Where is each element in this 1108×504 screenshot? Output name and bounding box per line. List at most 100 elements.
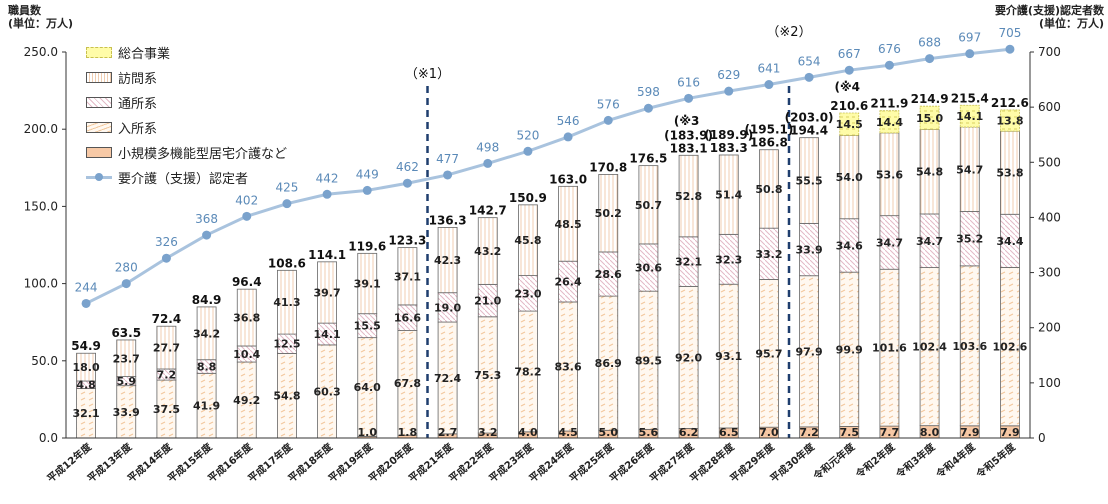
x-tick-label: 令和元年度 bbox=[810, 440, 858, 483]
segment-label-homon: 55.5 bbox=[796, 175, 823, 188]
bar-segment-homon bbox=[317, 261, 337, 324]
left-tick-label: 100.0 bbox=[24, 277, 58, 291]
right-axis-title: 要介護(支援)認定者数 bbox=[994, 4, 1104, 17]
x-tick-label: 平成30年度 bbox=[767, 440, 817, 485]
segment-label-homon: 23.7 bbox=[113, 352, 140, 365]
legend-item-tsusho: 通所系 bbox=[86, 90, 287, 115]
bar-segment-sogo bbox=[959, 104, 980, 128]
total-label: 114.1 bbox=[308, 248, 346, 262]
right-tick-label: 200 bbox=[1038, 321, 1061, 335]
segment-label-homon: 50.8 bbox=[755, 183, 782, 196]
segment-label-nyusho: 37.5 bbox=[153, 403, 180, 416]
line-value-label: 442 bbox=[316, 171, 339, 185]
bar-segment-homon bbox=[236, 288, 257, 347]
segment-label-homon: 45.8 bbox=[514, 234, 541, 247]
line-marker bbox=[322, 189, 332, 199]
segment-label-tsusho: 21.0 bbox=[474, 295, 501, 308]
annotation-label: (※4 bbox=[835, 80, 861, 94]
line-value-label: 598 bbox=[637, 85, 660, 99]
line-marker bbox=[884, 60, 894, 70]
segment-label-shokibo: 4.5 bbox=[558, 426, 578, 439]
line-marker bbox=[362, 185, 372, 195]
segment-label-homon: 34.2 bbox=[193, 327, 220, 340]
line-value-label: 520 bbox=[516, 128, 539, 142]
line-value-label: 629 bbox=[717, 68, 740, 82]
line-marker bbox=[483, 158, 493, 168]
annotation-label: （※1） bbox=[405, 67, 450, 82]
total-label: 119.6 bbox=[348, 239, 386, 253]
bar-segment-sogo bbox=[879, 110, 900, 134]
segment-label-shokibo: 7.9 bbox=[1000, 426, 1020, 439]
segment-label-tsusho: 35.2 bbox=[956, 233, 983, 246]
legend-label-line: 要介護（支援）認定者 bbox=[118, 172, 249, 187]
legend-label-shokibo: 小規模多機能型居宅介護など bbox=[118, 147, 288, 162]
bar-segment-homon bbox=[116, 339, 137, 377]
segment-label-sogo: 14.5 bbox=[836, 118, 863, 131]
left-axis-title: 職員数 bbox=[8, 4, 41, 17]
segment-label-tsusho: 32.1 bbox=[675, 256, 702, 269]
segment-label-tsusho: 8.8 bbox=[197, 361, 217, 374]
segment-label-shokibo: 5.0 bbox=[599, 426, 619, 439]
segment-label-tsusho: 34.7 bbox=[876, 236, 903, 249]
line-value-label: 326 bbox=[155, 235, 178, 249]
total-label: 84.9 bbox=[192, 293, 222, 307]
line-value-label: 676 bbox=[878, 42, 901, 56]
right-tick-label: 700 bbox=[1038, 45, 1061, 59]
right-tick-label: 400 bbox=[1038, 210, 1061, 224]
total-label: 63.5 bbox=[111, 326, 141, 340]
line-marker bbox=[121, 279, 131, 289]
segment-label-homon: 52.8 bbox=[675, 190, 702, 203]
segment-label-homon: 39.7 bbox=[314, 286, 341, 299]
segment-label-homon: 54.7 bbox=[956, 163, 983, 176]
right-tick-label: 100 bbox=[1038, 376, 1061, 390]
segment-label-nyusho: 67.8 bbox=[394, 377, 421, 390]
legend-swatch-sogo bbox=[86, 47, 112, 58]
line-value-label: 616 bbox=[677, 75, 700, 89]
line-value-label: 654 bbox=[798, 54, 821, 68]
line-value-label: 425 bbox=[275, 181, 298, 195]
annotation-label: （※2） bbox=[766, 25, 811, 40]
segment-label-sogo: 14.4 bbox=[876, 116, 903, 129]
segment-label-shokibo: 7.9 bbox=[960, 426, 980, 439]
total-label: 183.3 bbox=[710, 141, 748, 155]
left-tick-label: 200.0 bbox=[24, 122, 58, 136]
line-value-label: 688 bbox=[918, 36, 941, 50]
segment-label-homon: 36.8 bbox=[233, 312, 260, 325]
line-marker bbox=[965, 49, 975, 59]
segment-label-sogo: 13.8 bbox=[996, 115, 1023, 128]
total-label: 170.8 bbox=[589, 160, 627, 174]
segment-label-homon: 43.2 bbox=[474, 245, 501, 258]
line-value-label: 546 bbox=[557, 114, 580, 128]
x-tick-label: 令和2年度 bbox=[852, 440, 898, 481]
legend-label-homon: 訪問系 bbox=[118, 72, 158, 87]
segment-label-homon: 37.1 bbox=[394, 270, 421, 283]
legend-item-shokibo: 小規模多機能型居宅介護など bbox=[86, 140, 287, 165]
segment-label-nyusho: 41.9 bbox=[193, 400, 220, 413]
total-label: 215.4 bbox=[951, 91, 989, 105]
line-marker bbox=[804, 72, 814, 82]
segment-label-shokibo: 7.2 bbox=[799, 426, 819, 439]
right-tick-label: 300 bbox=[1038, 266, 1061, 280]
segment-label-shokibo: 1.8 bbox=[398, 426, 418, 439]
total-label: 163.0 bbox=[549, 172, 587, 186]
total-label: 142.7 bbox=[469, 204, 507, 218]
line-marker bbox=[202, 230, 212, 240]
segment-label-nyusho: 54.8 bbox=[273, 390, 300, 403]
segment-label-nyusho: 75.3 bbox=[474, 369, 501, 382]
total-label: 150.9 bbox=[509, 191, 547, 205]
segment-label-homon: 53.8 bbox=[996, 167, 1023, 180]
segment-label-nyusho: 72.4 bbox=[434, 372, 461, 385]
segment-label-nyusho: 32.1 bbox=[73, 407, 100, 420]
segment-label-tsusho: 4.8 bbox=[76, 379, 96, 392]
legend-swatch-nyusho bbox=[86, 122, 112, 133]
legend-swatch-shokibo bbox=[86, 147, 112, 158]
segment-label-nyusho: 101.6 bbox=[872, 342, 907, 355]
segment-label-homon: 50.2 bbox=[595, 207, 622, 220]
bar-segment-homon bbox=[437, 226, 458, 294]
segment-label-nyusho: 64.0 bbox=[354, 381, 381, 394]
right-tick-label: 600 bbox=[1038, 100, 1061, 114]
segment-label-nyusho: 95.7 bbox=[755, 347, 782, 360]
right-tick-label: 0 bbox=[1038, 431, 1046, 445]
bar-segment-homon bbox=[638, 165, 659, 245]
